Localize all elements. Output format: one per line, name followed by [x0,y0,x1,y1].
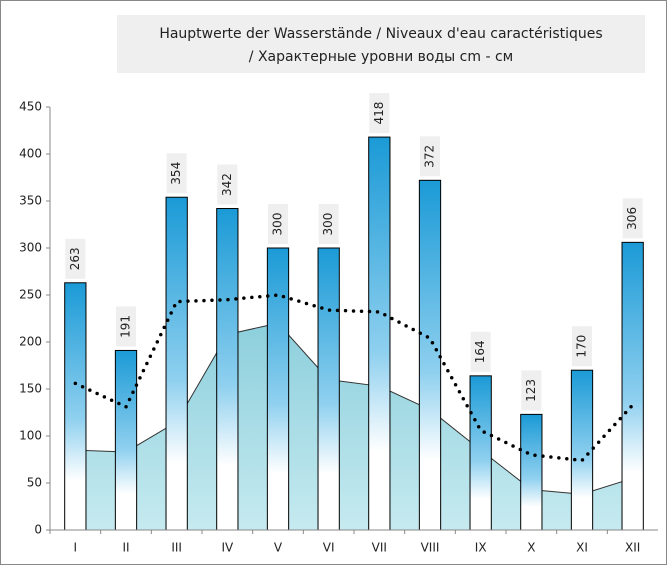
x-tick-label: X [527,541,535,555]
value-label-box [572,326,592,367]
y-tick-label: 400 [19,147,42,161]
y-tick-label: 0 [34,523,42,537]
line [73,293,635,463]
x-tick-label: II [122,541,129,555]
value-label-box [268,204,288,244]
value-label-box [217,164,238,205]
y-tick-label: 250 [19,288,42,302]
bar [469,375,492,531]
value-label: 300 [321,213,335,236]
bar [266,247,290,531]
bar [520,413,543,531]
y-tick-label: 100 [19,429,42,443]
chart-title: Hauptwerte der Wasserstände / Niveaux d'… [159,26,602,42]
chart-title: / Характерные уровни воды cm - см [249,49,513,65]
value-label: 300 [271,213,285,236]
value-label-box [369,93,390,134]
title-box [117,15,645,73]
bar [114,349,138,531]
x-tick-label: VII [372,541,387,555]
x-tick-label: I [74,541,78,555]
value-label: 123 [524,379,538,402]
value-label-box [116,306,136,347]
value-label: 306 [625,207,639,230]
y-tick-label: 450 [19,100,42,114]
value-label-box [622,198,643,239]
y-tick-label: 300 [19,241,42,255]
y-tick-label: 150 [19,382,42,396]
value-label: 164 [473,340,487,363]
bar [165,196,188,531]
bar [317,247,340,531]
value-label-box [420,136,440,177]
bar [368,136,391,531]
bar [216,208,239,531]
x-tick-label: XII [625,541,640,555]
bar [621,241,644,531]
y-tick-label: 50 [27,476,42,490]
value-label: 418 [372,102,386,125]
x-tick-label: VI [323,541,335,555]
value-label: 263 [68,247,82,270]
value-label-box [166,153,187,194]
value-label: 342 [220,173,234,196]
x-tick-label: V [274,541,283,555]
x-tick-label: III [171,541,182,555]
bar [418,179,442,531]
value-label: 170 [575,335,589,358]
bar [570,369,594,531]
x-tick-label: IV [221,541,234,555]
value-label-box [318,204,339,244]
value-label: 372 [423,145,437,168]
value-label: 354 [169,162,183,185]
x-tick-label: XI [576,541,588,555]
value-label-box [470,331,491,372]
value-label-box [65,238,86,279]
x-tick-label: VIII [421,541,440,555]
value-label: 191 [119,315,133,338]
y-tick-label: 350 [19,194,42,208]
bar [64,282,87,531]
x-tick-label: IX [475,541,487,555]
y-tick-label: 200 [19,335,42,349]
value-label-box [521,370,542,411]
